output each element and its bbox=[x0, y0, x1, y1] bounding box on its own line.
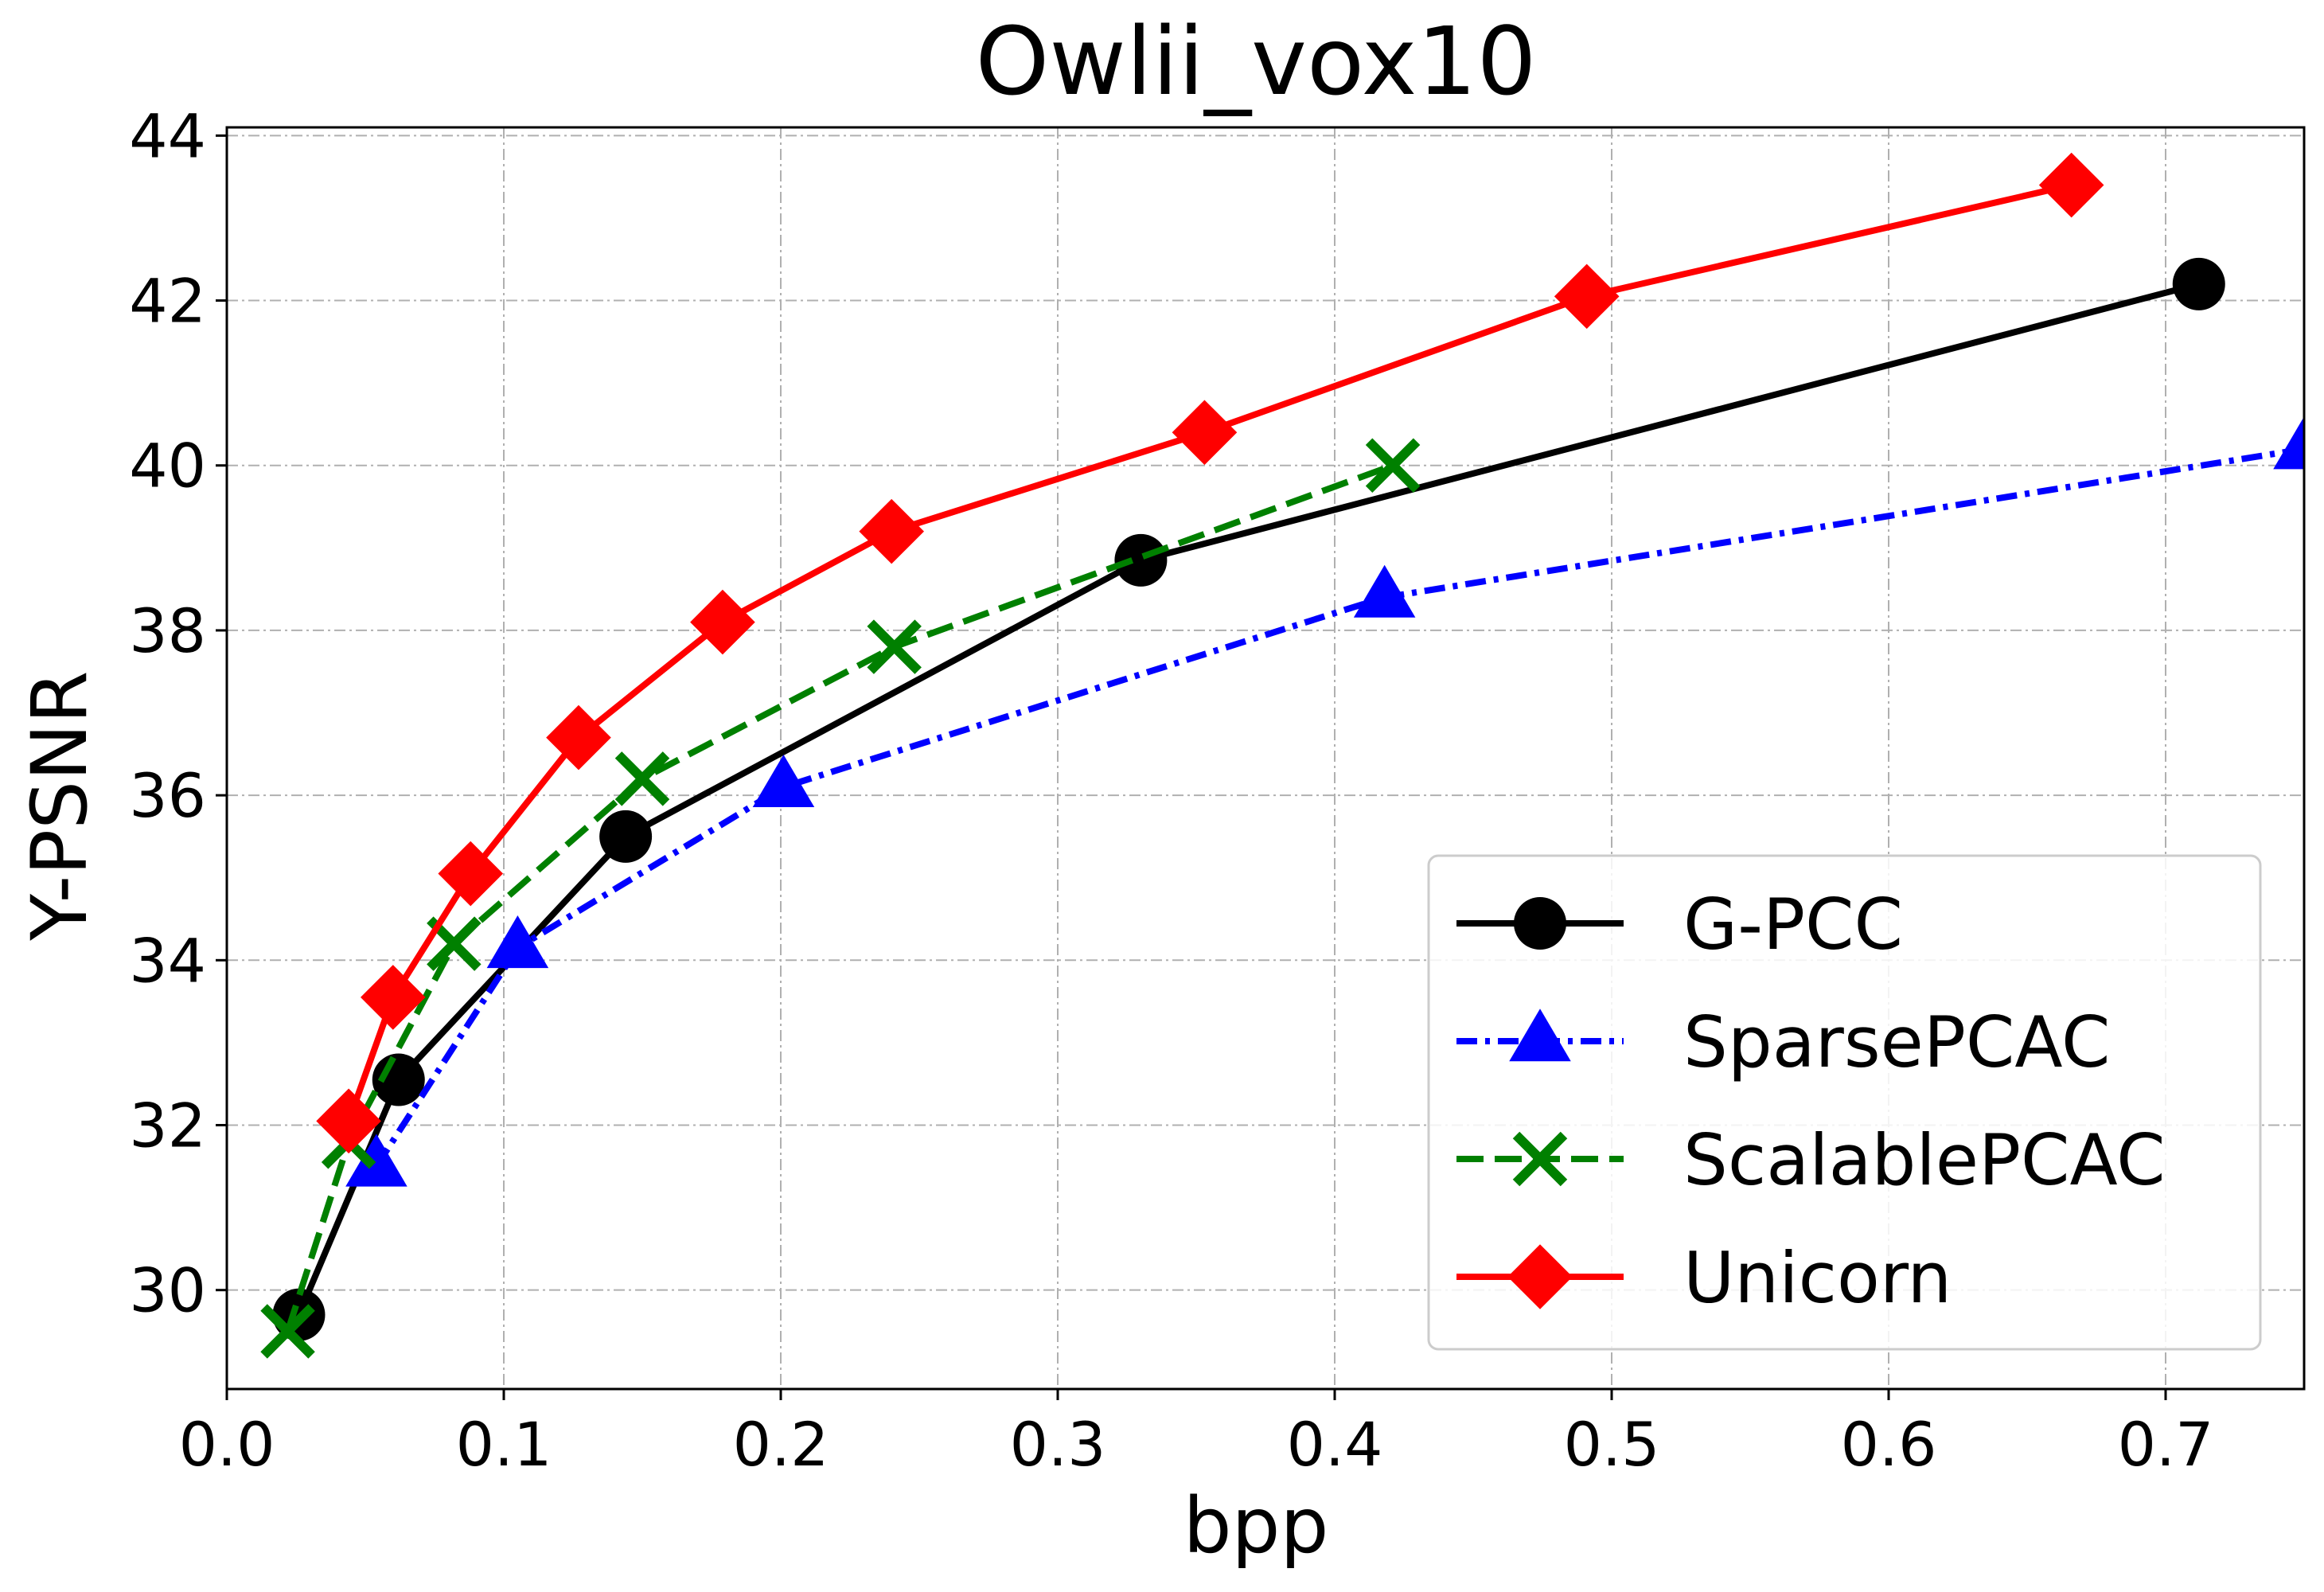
y-tick-label: 30 bbox=[129, 1255, 206, 1326]
grid-layer bbox=[226, 127, 2304, 1389]
data-point-unicorn bbox=[690, 589, 755, 655]
series-unicorn bbox=[316, 152, 2104, 1154]
series-scalablepcac bbox=[260, 438, 1421, 1359]
data-point-unicorn bbox=[316, 1088, 381, 1154]
data-point-unicorn bbox=[859, 498, 924, 564]
axes-layer: 0.0 0.1 0.2 0.3 0.4 0.5 0.6 0.7 30 32 34 36 38 40 42 44 bbox=[129, 100, 2306, 1480]
data-point-unicorn bbox=[2038, 152, 2104, 218]
legend-marker-unicorn bbox=[1507, 1244, 1573, 1309]
data-point-sparsepcac bbox=[486, 915, 549, 969]
data-point-g-pcc bbox=[1114, 533, 1168, 587]
legend-item-scalablepcac: ScalablePCAC bbox=[1456, 1119, 2166, 1201]
data-point-g-pcc bbox=[2172, 257, 2225, 310]
legend: G-PCC SparsePCAC ScalablePCAC Unicorn bbox=[1427, 854, 2262, 1351]
data-point-unicorn bbox=[1172, 400, 1238, 466]
y-tick-label: 38 bbox=[129, 595, 206, 666]
x-tick-label: 0.0 bbox=[179, 1409, 275, 1480]
x-tick-label: 0.7 bbox=[2118, 1409, 2214, 1480]
y-tick-label: 34 bbox=[129, 925, 206, 996]
y-tick-label: 40 bbox=[129, 431, 206, 501]
y-tick-label: 32 bbox=[129, 1090, 206, 1161]
data-point-scalablepcac bbox=[867, 619, 922, 674]
data-point-unicorn bbox=[438, 841, 504, 907]
legend-label-unicorn: Unicorn bbox=[1683, 1237, 1952, 1319]
data-point-scalablepcac bbox=[260, 1304, 315, 1359]
legend-label-g-pcc: G-PCC bbox=[1683, 884, 1903, 966]
series-sparsepcac bbox=[345, 416, 2304, 1187]
data-point-scalablepcac bbox=[614, 751, 670, 806]
plot-frame bbox=[225, 126, 2306, 1391]
x-tick-label: 0.4 bbox=[1287, 1409, 1383, 1480]
chart-title: Owlii_vox10 bbox=[975, 6, 1536, 116]
x-tick-label: 0.5 bbox=[1564, 1409, 1660, 1480]
data-point-sparsepcac bbox=[752, 754, 815, 808]
x-axis-label: bpp bbox=[1183, 1481, 1329, 1571]
legend-item-sparsepcac: SparsePCAC bbox=[1456, 1001, 2110, 1083]
legend-label-sparsepcac: SparsePCAC bbox=[1683, 1001, 2110, 1083]
x-tick-label: 0.3 bbox=[1010, 1409, 1106, 1480]
y-axis-label: Y-PSNR bbox=[15, 670, 104, 941]
x-tick-label: 0.1 bbox=[456, 1409, 552, 1480]
data-point-unicorn bbox=[546, 704, 611, 771]
legend-marker-sparsepcac bbox=[1509, 1009, 1571, 1062]
legend-item-unicorn: Unicorn bbox=[1456, 1237, 1952, 1319]
legend-box bbox=[1427, 854, 2262, 1351]
legend-item-g-pcc: G-PCC bbox=[1456, 884, 1903, 966]
data-point-sparsepcac bbox=[2273, 416, 2304, 470]
data-point-sparsepcac bbox=[1353, 564, 1416, 618]
y-tick-label: 36 bbox=[129, 760, 206, 831]
data-point-scalablepcac bbox=[1365, 438, 1421, 493]
series-line-scalablepcac bbox=[284, 462, 1394, 1333]
data-point-unicorn bbox=[1554, 263, 1620, 330]
x-tick-label: 0.6 bbox=[1841, 1409, 1937, 1480]
y-tick-label: 42 bbox=[129, 266, 206, 337]
x-tick-label: 0.2 bbox=[733, 1409, 829, 1480]
legend-marker-scalablepcac bbox=[1512, 1131, 1568, 1187]
y-tick-label: 44 bbox=[129, 100, 206, 171]
data-point-sparsepcac bbox=[345, 1134, 407, 1187]
series-layer bbox=[260, 152, 2304, 1359]
data-point-g-pcc bbox=[599, 810, 653, 863]
data-point-unicorn bbox=[361, 965, 426, 1030]
legend-marker-g-pcc bbox=[1514, 897, 1566, 950]
legend-label-scalablepcac: ScalablePCAC bbox=[1683, 1119, 2166, 1201]
